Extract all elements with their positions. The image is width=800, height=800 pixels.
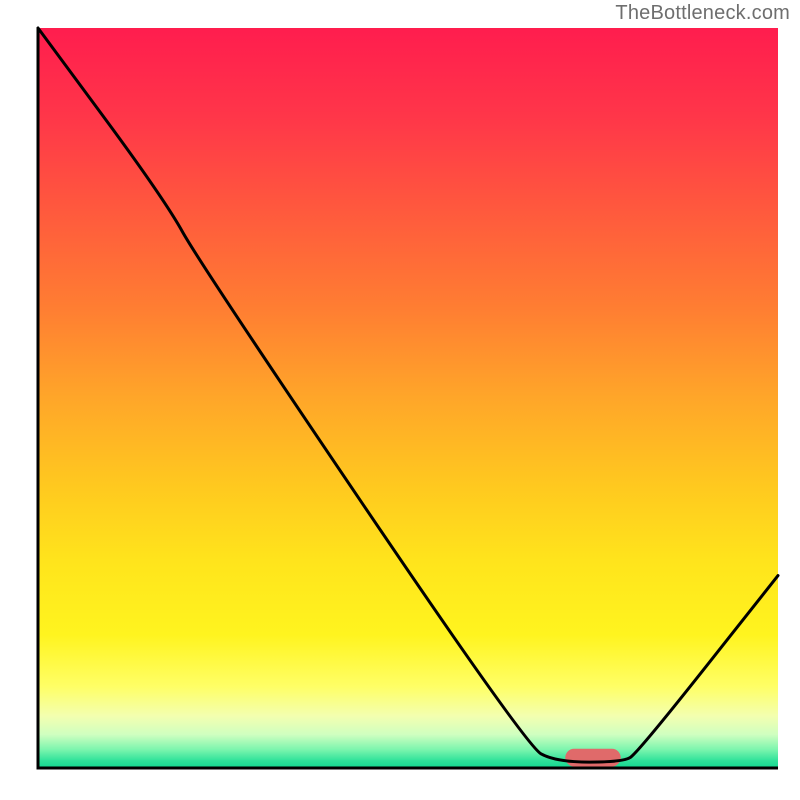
plot-background <box>38 28 778 768</box>
chart-svg <box>0 0 800 800</box>
watermark-text: TheBottleneck.com <box>615 2 790 25</box>
optimal-marker <box>565 749 621 767</box>
bottleneck-chart: TheBottleneck.com <box>0 0 800 800</box>
